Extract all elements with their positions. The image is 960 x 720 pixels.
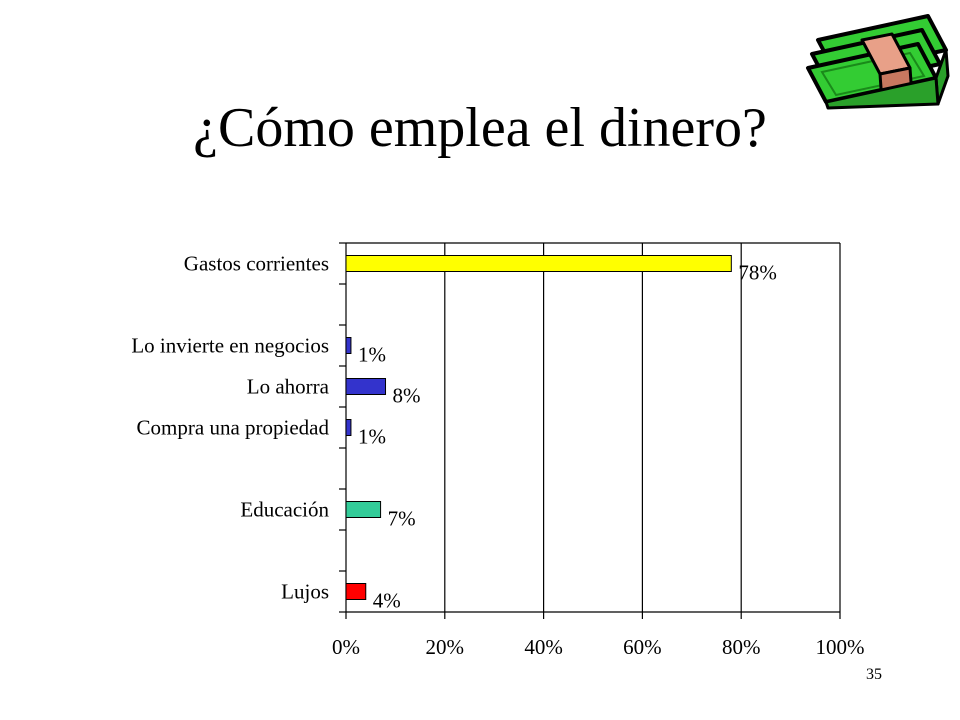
- category-label: Compra una propiedad: [137, 416, 330, 440]
- bar: [345, 419, 352, 436]
- category-label: Gastos corrientes: [184, 252, 329, 276]
- bar: [345, 378, 387, 395]
- x-tick-label: 100%: [816, 635, 865, 659]
- category-label: Lo invierte en negocios: [131, 334, 329, 358]
- x-tick-label: 0%: [332, 635, 360, 659]
- bar: [345, 255, 732, 272]
- category-label: Lo ahorra: [247, 375, 330, 399]
- money-stack-icon: [806, 14, 950, 110]
- category-label: Lujos: [281, 580, 329, 604]
- slide-title: ¿Cómo emplea el dinero?: [193, 97, 767, 159]
- bar: [345, 337, 352, 354]
- slide-number: 35: [866, 666, 882, 683]
- x-tick-label: 20%: [426, 635, 465, 659]
- x-tick-label: 60%: [623, 635, 662, 659]
- data-label: 1%: [358, 343, 386, 367]
- data-label: 1%: [358, 425, 386, 449]
- data-label: 8%: [393, 384, 421, 408]
- labels: 0% 20% 40% 60% 80% 100% Gastos corrientes 78% Lo…: [131, 252, 864, 660]
- data-label: 7%: [388, 507, 416, 531]
- data-label: 4%: [373, 589, 401, 613]
- x-tick-label: 80%: [722, 635, 761, 659]
- x-tick-label: 40%: [524, 635, 563, 659]
- grid-lines: [444, 243, 841, 612]
- bar: [345, 583, 367, 600]
- data-label: 78%: [738, 261, 777, 285]
- category-label: Educación: [240, 498, 329, 522]
- axes: [339, 242, 841, 619]
- bars: [345, 255, 732, 600]
- bar: [345, 501, 382, 518]
